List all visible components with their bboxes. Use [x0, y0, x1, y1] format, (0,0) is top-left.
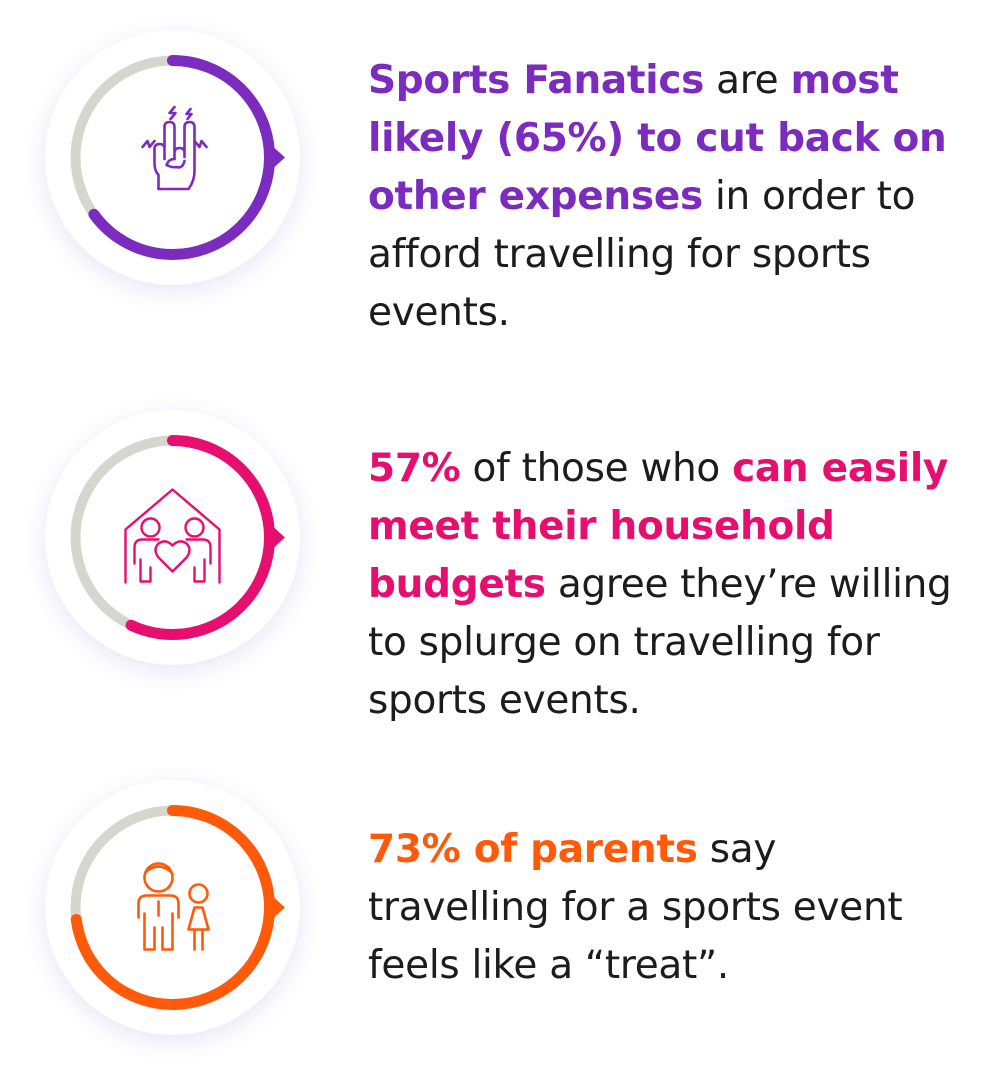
stat-text: 73% of parents say travelling for a spor…: [368, 821, 968, 995]
progress-ring: [45, 30, 300, 285]
highlight-text: can easily meet their household budgets: [368, 446, 949, 607]
ring-pointer: [269, 523, 285, 552]
family-house-heart-icon: [124, 488, 221, 584]
body-text: in order to afford travelling for sports…: [368, 174, 916, 335]
parent-child-icon: [137, 862, 210, 951]
progress-ring: [45, 410, 300, 665]
ring-pointer: [269, 143, 285, 172]
ring-pointer: [269, 893, 285, 922]
body-text: of those who: [460, 446, 733, 491]
body-text: agree they’re willing to splurge on trav…: [368, 562, 952, 723]
highlight-text: most likely (65%) to cut back on other e…: [368, 58, 947, 219]
highlight-text: Sports Fanatics: [368, 58, 705, 103]
rock-hand-icon: [141, 105, 208, 191]
stat-text: Sports Fanatics are most likely (65%) to…: [368, 52, 968, 342]
highlight-text: 57%: [368, 446, 461, 491]
progress-ring: [45, 780, 300, 1035]
body-text: say travelling for a sports event feels …: [368, 827, 903, 988]
stat-text: 57% of those who can easily meet their h…: [368, 440, 968, 730]
highlight-text: 73% of parents: [368, 827, 698, 872]
body-text: are: [704, 58, 791, 103]
